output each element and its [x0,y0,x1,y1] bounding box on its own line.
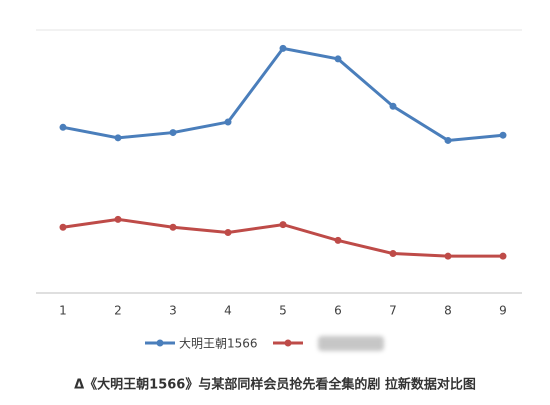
legend-marker [284,339,292,347]
legend-marker [156,339,164,347]
point [114,215,122,223]
point [334,236,342,244]
x-tick-label: 8 [444,304,452,318]
point [279,44,287,52]
point [224,229,232,237]
x-tick-label: 1 [59,304,67,318]
point [444,136,452,144]
point [389,102,397,110]
point [169,129,177,137]
point [334,55,342,63]
x-tick-label: 2 [114,304,122,318]
point [499,252,507,260]
point [389,250,397,258]
legend-label: 大明王朝1566 [179,337,258,351]
caption: Δ《大明王朝1566》与某部同样会员抢先看全集的剧 拉新数据对比图 [74,377,476,393]
x-tick-label: 6 [334,304,342,318]
point [224,118,232,126]
point [59,123,67,131]
point [169,223,177,231]
x-tick-label: 3 [169,304,177,318]
x-tick-label: 4 [224,304,232,318]
x-tick-label: 7 [389,304,397,318]
x-tick-label: 5 [279,304,287,318]
series-line [62,46,504,143]
point [114,134,122,142]
point [59,223,67,231]
x-tick-label: 9 [499,304,507,318]
point [444,252,452,260]
point [279,221,287,229]
legend-blur [318,336,384,351]
point [499,131,507,139]
